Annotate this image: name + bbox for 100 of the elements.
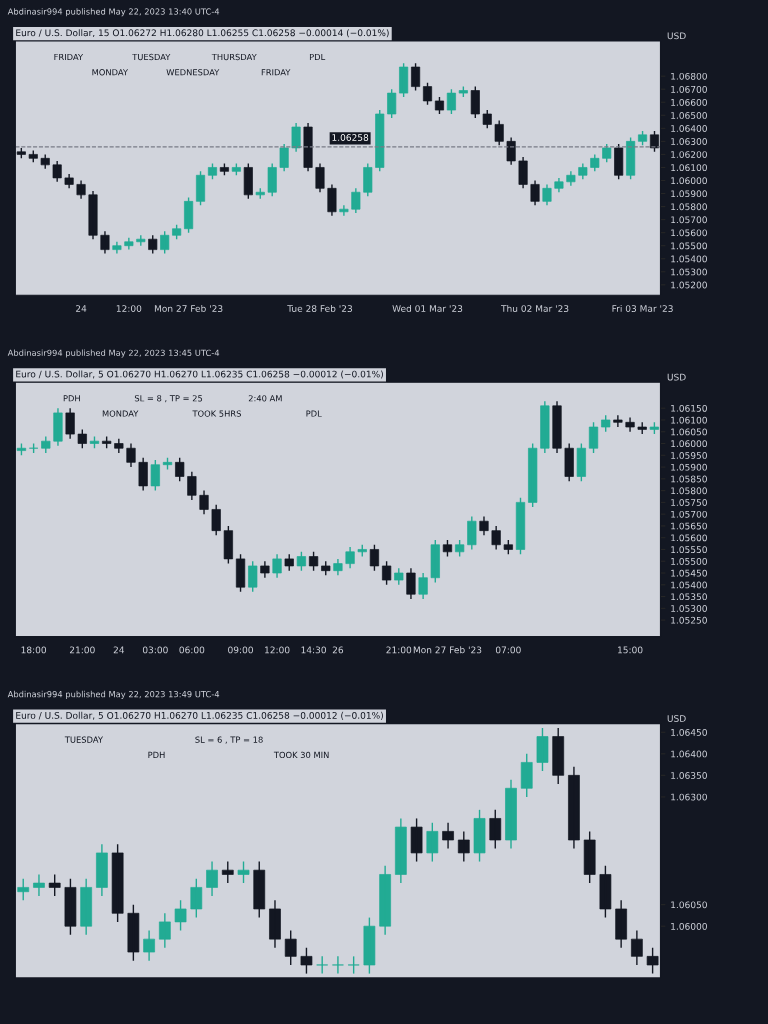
annotation: PDL bbox=[306, 410, 322, 417]
candlestick bbox=[613, 414, 623, 428]
x-tick-label: 21:00 bbox=[69, 646, 95, 654]
y-tick-label: 1.05850 bbox=[671, 475, 707, 483]
candlestick bbox=[174, 899, 187, 932]
candlestick bbox=[235, 553, 246, 593]
candlestick bbox=[248, 560, 258, 593]
candlestick bbox=[345, 546, 355, 569]
candlestick bbox=[316, 955, 329, 975]
candlestick bbox=[588, 421, 599, 454]
chart-subtitle: Abdinasir994 published May 22, 2023 13:40 UTC-4 bbox=[7, 8, 220, 17]
chart-title: Euro / U.S. Dollar, 5 O1.06270 H1.06270 L1.06235 C1.06258 −0.00012 (−0.01%) bbox=[16, 370, 383, 379]
candlestick bbox=[363, 162, 373, 197]
candlestick bbox=[583, 830, 596, 884]
chart-title: Euro / U.S. Dollar, 5 O1.06270 H1.06270 L1.06235 C1.06258 −0.00012 (−0.01%) bbox=[16, 711, 383, 720]
y-axis-title: USD bbox=[667, 373, 686, 381]
y-tick-label: 1.06300 bbox=[671, 793, 707, 801]
candlestick bbox=[599, 865, 612, 919]
candlestick bbox=[53, 407, 63, 447]
candlestick bbox=[530, 179, 540, 206]
y-tick-label: 1.05300 bbox=[671, 605, 707, 612]
candlestick bbox=[64, 173, 74, 190]
candlestick bbox=[308, 551, 319, 572]
candlestick bbox=[387, 88, 397, 119]
candlestick bbox=[48, 873, 61, 897]
y-tick-label: 1.05900 bbox=[671, 190, 707, 198]
candlestick bbox=[17, 878, 30, 902]
candlestick bbox=[375, 109, 385, 173]
candlestick bbox=[148, 234, 158, 255]
y-tick-label: 1.06100 bbox=[671, 416, 707, 424]
candlestick bbox=[518, 156, 528, 190]
x-tick-label: Wed 01 Mar '23 bbox=[392, 304, 463, 312]
annotation: SL = 8 , TP = 25 bbox=[134, 395, 203, 403]
candlestick bbox=[625, 416, 635, 433]
y-tick-label: 1.05450 bbox=[671, 569, 707, 577]
annotation: PDH bbox=[63, 395, 80, 402]
x-tick-label: 26 bbox=[332, 646, 344, 654]
annotation: FRIDAY bbox=[261, 69, 291, 76]
y-tick-label: 1.06350 bbox=[671, 772, 707, 779]
candlestick bbox=[221, 860, 234, 884]
candlestick bbox=[430, 539, 440, 584]
y-tick-label: 1.05650 bbox=[671, 522, 707, 530]
y-tick-label: 1.06600 bbox=[671, 98, 707, 106]
candlestick bbox=[65, 407, 75, 440]
y-tick-label: 1.06000 bbox=[671, 177, 707, 185]
candlestick bbox=[406, 567, 416, 600]
candlestick bbox=[528, 442, 538, 508]
candlestick bbox=[457, 830, 470, 863]
y-tick-label: 1.06300 bbox=[671, 138, 707, 145]
candlestick bbox=[33, 873, 45, 897]
annotation: SL = 6 , TP = 18 bbox=[195, 736, 263, 744]
y-tick-label: 1.05900 bbox=[671, 463, 707, 471]
candlestick bbox=[418, 572, 428, 600]
annotation: 2:40 AM bbox=[248, 395, 282, 402]
y-tick-label: 1.06800 bbox=[671, 72, 707, 80]
candlestick bbox=[243, 162, 253, 200]
y-tick-label: 1.05200 bbox=[671, 281, 707, 289]
chart-subtitle: Abdinasir994 published May 22, 2023 13:49 UTC-4 bbox=[7, 690, 220, 699]
candlestick bbox=[296, 551, 307, 572]
candlestick bbox=[143, 929, 155, 962]
candlestick bbox=[64, 878, 77, 936]
candlestick bbox=[315, 162, 325, 193]
candlestick bbox=[267, 162, 277, 197]
candlestick bbox=[175, 456, 185, 482]
x-tick-label: 07:00 bbox=[495, 646, 521, 654]
x-tick-label: 12:00 bbox=[116, 305, 142, 312]
x-tick-label: 09:00 bbox=[228, 646, 253, 654]
candlestick bbox=[114, 438, 124, 454]
candlestick bbox=[190, 878, 203, 919]
candlestick bbox=[520, 753, 533, 798]
candlestick bbox=[399, 62, 409, 98]
candlestick bbox=[422, 81, 433, 106]
candlestick bbox=[260, 560, 270, 579]
y-tick-label: 1.05300 bbox=[671, 268, 707, 276]
annotation: MONDAY bbox=[102, 410, 139, 417]
y-tick-label: 1.05600 bbox=[671, 229, 707, 237]
x-tick-label: Tue 28 Feb '23 bbox=[287, 304, 353, 312]
y-tick-label: 1.05700 bbox=[671, 216, 707, 224]
candlestick bbox=[602, 143, 612, 163]
x-tick-label: Mon 27 Feb '23 bbox=[413, 646, 482, 654]
x-tick-label: 06:00 bbox=[179, 646, 205, 654]
candlestick bbox=[542, 183, 552, 206]
candlestick bbox=[576, 442, 586, 482]
annotation: FRIDAY bbox=[54, 53, 84, 61]
candlestick bbox=[284, 929, 297, 966]
candlestick bbox=[124, 237, 134, 251]
x-tick-label: 14:30 bbox=[301, 646, 326, 654]
y-tick-label: 1.05700 bbox=[671, 510, 707, 518]
y-tick-label: 1.06200 bbox=[671, 151, 707, 158]
candlestick bbox=[351, 187, 361, 214]
candlestick bbox=[160, 230, 170, 255]
y-axis-title: USD bbox=[667, 32, 686, 40]
y-tick-label: 1.05500 bbox=[671, 557, 707, 565]
candlestick bbox=[578, 162, 588, 180]
candlestick bbox=[237, 860, 250, 884]
candlestick bbox=[253, 860, 266, 919]
y-tick-label: 1.06400 bbox=[671, 125, 707, 132]
candlestick bbox=[489, 809, 502, 850]
y-tick-label: 1.06400 bbox=[671, 750, 707, 758]
y-tick-label: 1.05600 bbox=[671, 534, 707, 542]
